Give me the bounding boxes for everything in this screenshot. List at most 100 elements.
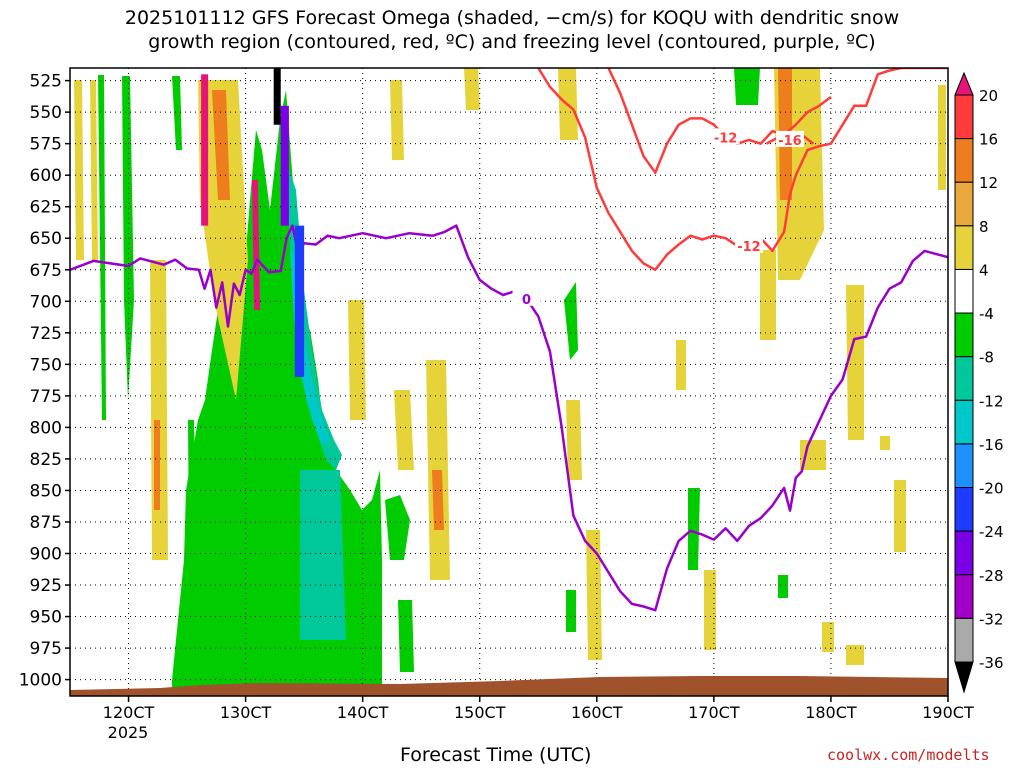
chart-title-line-2: growth region (contoured, red, ºC) and f… bbox=[148, 31, 876, 53]
surface-terrain bbox=[70, 676, 948, 696]
x-tick-label-160CT: 160CT bbox=[571, 703, 623, 722]
x-tick-label-130CT: 130CT bbox=[220, 703, 272, 722]
chart-title: 2025101112 GFS Forecast Omega (shaded, −… bbox=[0, 6, 1024, 54]
y-tick-label-525: 525 bbox=[30, 72, 62, 92]
y-tick-label-700: 700 bbox=[30, 292, 62, 312]
omega-yellow-9 bbox=[464, 68, 480, 110]
plot-frame bbox=[69, 67, 949, 697]
y-tick-label-725: 725 bbox=[30, 324, 62, 344]
colorbar-swatch-4 bbox=[954, 268, 974, 314]
colorbar-label-7: -12 bbox=[979, 392, 1004, 410]
contour-label-1: -12 bbox=[737, 240, 761, 255]
contour-label-2: -12 bbox=[714, 131, 738, 146]
omega-yellow-17 bbox=[846, 285, 864, 440]
omega-orange-3 bbox=[154, 420, 160, 510]
y-tick-label-925: 925 bbox=[30, 576, 62, 596]
omega-green-east-3 bbox=[564, 282, 578, 360]
y-tick-label-625: 625 bbox=[30, 198, 62, 218]
colorbar: 20 16 12 8 4 -4 -8 -12 -16 -20 -24 -28 -32 -36 bbox=[954, 71, 1004, 694]
contour-label-3: -16 bbox=[778, 134, 802, 149]
omega-yellow-20 bbox=[846, 645, 864, 665]
omega-green-strip-1 bbox=[98, 75, 106, 420]
colorbar-label-12: -32 bbox=[979, 610, 1004, 628]
y-tick-label-750: 750 bbox=[30, 355, 62, 375]
contour-label-bg-2 bbox=[711, 128, 740, 145]
x-axis-title: Forecast Time (UTC) bbox=[400, 744, 592, 766]
colorbar-swatch-1 bbox=[954, 138, 974, 183]
omega-yellow-14 bbox=[704, 570, 716, 650]
omega-yellow-1 bbox=[74, 80, 84, 260]
omega-yellow-13 bbox=[676, 340, 686, 390]
omega-yellow-3 bbox=[150, 260, 168, 560]
colorbar-swatch-12 bbox=[954, 617, 974, 663]
colorbar-swatch-6 bbox=[954, 356, 974, 401]
y-tick-label-850: 850 bbox=[30, 481, 62, 501]
omega-yellow-4 bbox=[198, 80, 248, 400]
y-axis: 525 550 575 600 625 650 675 700 725 750 775 800 825 8… bbox=[19, 72, 70, 691]
colorbar-label-11: -28 bbox=[979, 567, 1004, 585]
y-tick-label-575: 575 bbox=[30, 135, 62, 155]
colorbar-label-5: -4 bbox=[979, 305, 994, 323]
colorbar-swatch-7 bbox=[954, 399, 974, 445]
colorbar-swatch-5 bbox=[954, 312, 974, 358]
colorbar-swatch-2 bbox=[954, 181, 974, 227]
y-tick-label-675: 675 bbox=[30, 261, 62, 281]
colorbar-swatch-0 bbox=[954, 94, 974, 140]
colorbar-top-arrow bbox=[954, 71, 974, 96]
colorbar-swatch-10 bbox=[954, 530, 974, 576]
omega-yellow-12 bbox=[586, 530, 602, 660]
omega-extreme-region-1 bbox=[273, 68, 281, 125]
omega-shading bbox=[74, 68, 946, 690]
colorbar-label-2: 12 bbox=[979, 174, 998, 192]
y-tick-label-975: 975 bbox=[30, 639, 62, 659]
omega-green-east-4 bbox=[688, 488, 700, 570]
omega-yellow-23 bbox=[880, 436, 890, 450]
omega-green-east-7 bbox=[566, 590, 576, 632]
omega-extreme-region-3 bbox=[294, 225, 305, 377]
colorbar-swatch-3 bbox=[954, 225, 974, 270]
x-tick-label-170CT: 170CT bbox=[688, 703, 740, 722]
omega-yellow-11 bbox=[566, 400, 582, 480]
omega-teal-lower bbox=[300, 470, 346, 640]
y-tick-label-800: 800 bbox=[30, 418, 62, 438]
y-tick-label-1000: 1000 bbox=[19, 671, 62, 691]
y-tick-label-875: 875 bbox=[30, 513, 62, 533]
omega-green-strip-2 bbox=[122, 76, 134, 400]
omega-green-east-5 bbox=[734, 68, 760, 105]
x-tick-label-150CT: 150CT bbox=[454, 703, 506, 722]
omega-extreme-regions bbox=[201, 68, 305, 377]
colorbar-swatch-9 bbox=[954, 487, 974, 532]
colorbar-label-9: -20 bbox=[979, 480, 1004, 498]
omega-yellow-15 bbox=[760, 250, 776, 340]
colorbar-swatch-8 bbox=[954, 443, 974, 489]
colorbar-label-10: -24 bbox=[979, 523, 1004, 541]
omega-yellow-6 bbox=[390, 80, 404, 160]
y-tick-label-900: 900 bbox=[30, 545, 62, 565]
colorbar-label-3: 8 bbox=[979, 218, 989, 236]
x-axis-year-label: 2025 bbox=[108, 723, 149, 742]
colorbar-label-13: -36 bbox=[979, 654, 1004, 672]
contour-label-bg-3 bbox=[775, 130, 804, 147]
colorbar-label-0: 20 bbox=[979, 87, 998, 105]
omega-yellow-22 bbox=[822, 622, 834, 652]
x-tick-label-120CT: 120CT bbox=[103, 703, 155, 722]
omega-yellow-21 bbox=[938, 85, 946, 190]
omega-yellow-2 bbox=[90, 80, 98, 260]
omega-green-east-2 bbox=[398, 600, 414, 672]
colorbar-bottom-arrow bbox=[954, 661, 974, 694]
credit-link[interactable]: coolwx.com/modelts bbox=[827, 746, 990, 764]
omega-extreme-region-2 bbox=[280, 105, 289, 226]
colorbar-label-8: -16 bbox=[979, 436, 1004, 454]
omega-orange-4 bbox=[212, 90, 230, 200]
omega-green-east-6 bbox=[778, 575, 788, 598]
y-tick-label-550: 550 bbox=[30, 103, 62, 123]
omega-yellow-7 bbox=[394, 390, 414, 470]
omega-yellow-5 bbox=[348, 300, 366, 420]
chart-title-line-1: 2025101112 GFS Forecast Omega (shaded, −… bbox=[124, 7, 900, 29]
omega-green-strip-4 bbox=[188, 420, 198, 690]
omega-green-strip-3 bbox=[172, 76, 182, 150]
x-axis: 120CT 130CT 140CT 150CT 160CT 170CT 180CT 190CT bbox=[103, 696, 974, 722]
colorbar-swatch-11 bbox=[954, 574, 974, 619]
contour-labels: 0 -12 -12 -16 bbox=[512, 128, 804, 308]
x-tick-label-180CT: 180CT bbox=[805, 703, 857, 722]
